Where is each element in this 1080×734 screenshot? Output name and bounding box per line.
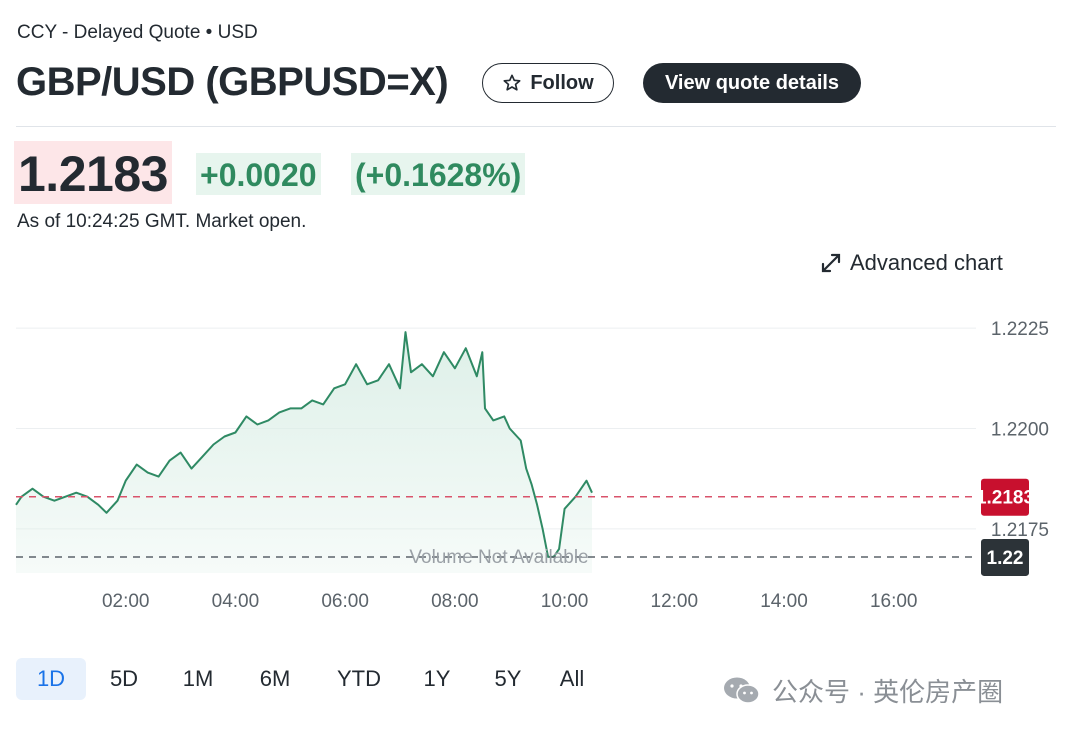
advanced-chart-link[interactable]: Advanced chart [820,250,1003,276]
follow-button[interactable]: Follow [482,63,614,103]
volume-note: Volume Not Available [409,547,588,568]
watermark: 公众号 · 英伦房产圈 [722,672,1003,709]
range-5y-button[interactable]: 5Y [494,666,522,691]
range-all-button[interactable]: All [559,666,585,691]
watermark-text: 公众号 · 英伦房产圈 [772,677,1004,707]
time-range-selector: 1D 5D 1M 6M YTD 1Y 5Y All [16,658,600,700]
price-line [15,331,593,558]
star-icon [503,74,521,91]
x-tick-label: 06:00 [321,591,369,612]
expand-arrow-icon [821,253,841,273]
previous-close-badge-label: 1.22 [987,548,1024,569]
view-quote-details-button[interactable]: View quote details [643,63,861,103]
current-price-badge-label: 1.2183 [976,488,1034,509]
y-tick-label: 1.2200 [991,419,1049,440]
range-1d-button[interactable]: 1D [16,658,86,700]
quote-source-label: CCY - Delayed Quote • USD [17,22,258,43]
x-tick-label: 14:00 [760,591,808,612]
price-area [16,332,592,573]
page-title: GBP/USD (GBPUSD=X) [16,60,449,104]
y-tick-label: 1.2175 [991,520,1049,541]
price-change-percent: (+0.1628%) [351,153,526,195]
quote-timestamp: As of 10:24:25 GMT. Market open. [17,211,307,232]
price-change: +0.0020 [196,153,321,195]
x-tick-label: 08:00 [431,591,479,612]
x-tick-label: 10:00 [541,591,589,612]
y-tick-label: 1.2225 [991,319,1049,340]
x-tick-label: 12:00 [651,591,699,612]
current-price-badge [981,478,1029,516]
range-1y-button[interactable]: 1Y [423,666,451,691]
wechat-icon [724,677,760,704]
advanced-chart-label: Advanced chart [850,250,1003,275]
current-price: 1.2183 [14,141,172,204]
follow-label: Follow [530,71,594,94]
range-ytd-button[interactable]: YTD [337,666,381,691]
x-tick-label: 02:00 [102,591,150,612]
range-6m-button[interactable]: 6M [259,666,291,691]
previous-close-badge [981,538,1029,576]
price-chart[interactable]: Volume Not Available 1.22251.22001.2175 … [0,0,1080,620]
x-tick-label: 04:00 [212,591,260,612]
header-divider [16,126,1056,127]
range-5d-button[interactable]: 5D [109,666,139,691]
x-tick-label: 16:00 [870,591,918,612]
range-1m-button[interactable]: 1M [182,666,214,691]
